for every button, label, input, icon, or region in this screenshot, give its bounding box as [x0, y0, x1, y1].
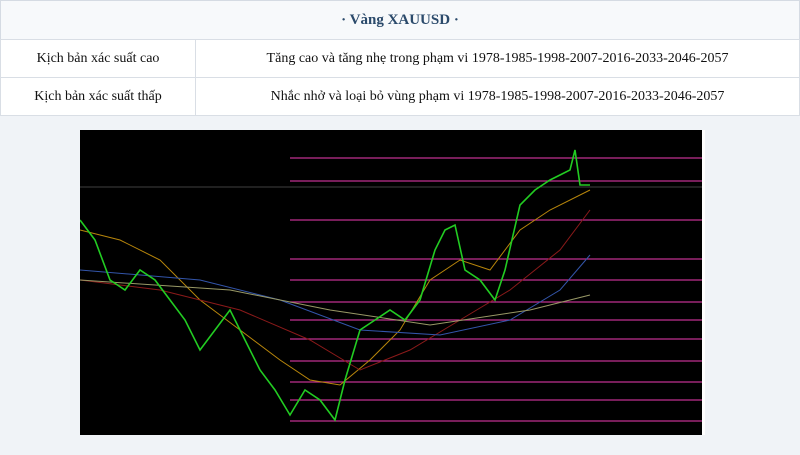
table-cell: Tăng cao và tăng nhẹ trong phạm vi 1978-… — [195, 39, 800, 78]
table-cell: Nhắc nhở và loại bỏ vùng phạm vi 1978-19… — [195, 77, 800, 116]
scenario-table: Kịch bản xác suất cao Tăng cao và tăng n… — [0, 39, 800, 116]
table-cell: Kịch bản xác suất cao — [0, 39, 196, 78]
header-title: · Vàng XAUUSD · — [0, 0, 800, 40]
chart-image — [80, 130, 705, 435]
table-row: Kịch bản xác suất thấp Nhắc nhở và loại … — [0, 77, 800, 116]
table-row: Kịch bản xác suất cao Tăng cao và tăng n… — [0, 39, 800, 78]
table-cell: Kịch bản xác suất thấp — [0, 77, 196, 116]
